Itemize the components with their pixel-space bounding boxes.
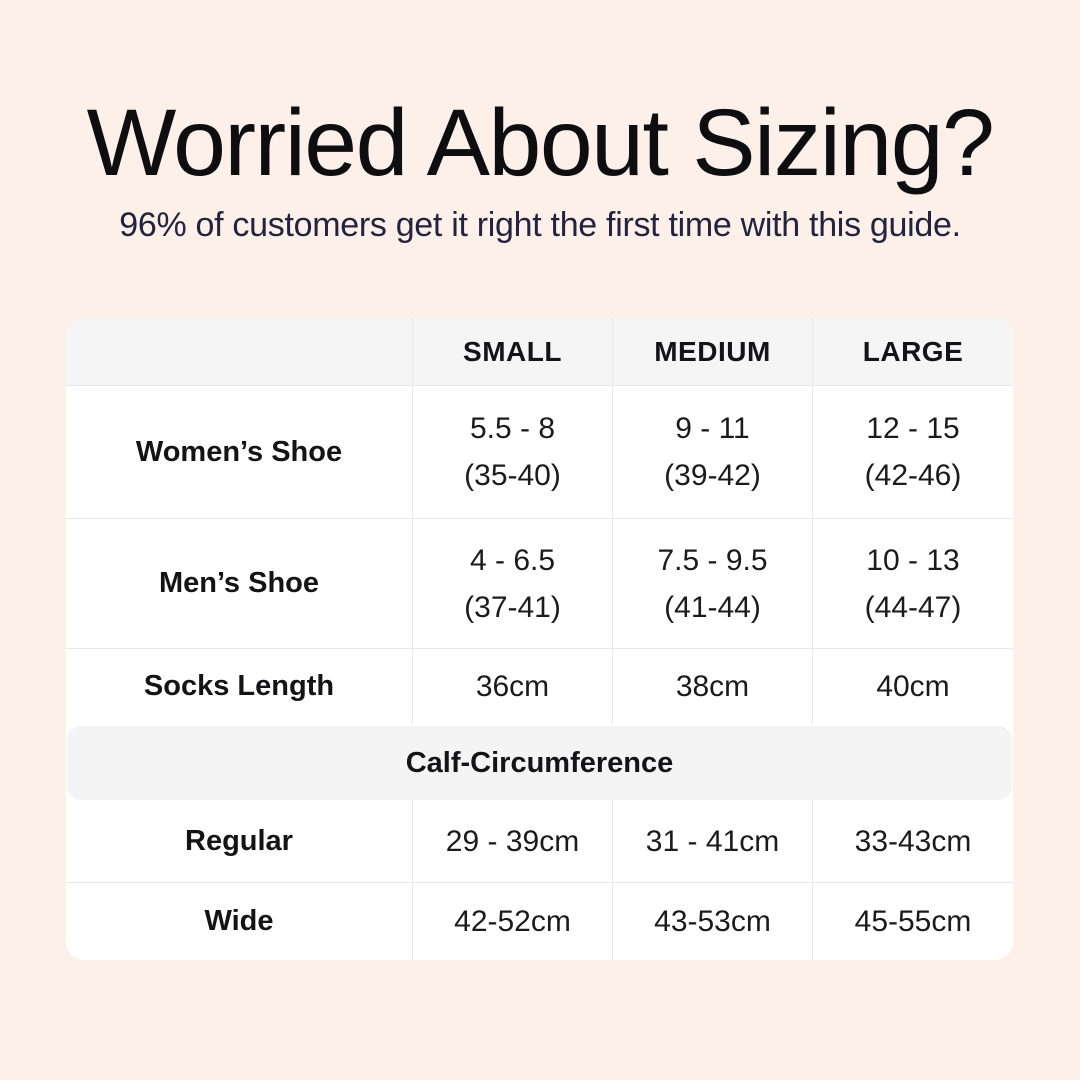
section-header-calf-circumference: Calf-Circumference xyxy=(67,726,1012,800)
cell-mens-small: 4 - 6.5 (37-41) xyxy=(412,519,612,648)
column-header-blank xyxy=(66,318,412,385)
cell-womens-medium: 9 - 11 (39-42) xyxy=(612,386,812,518)
cell-wide-medium: 43-53cm xyxy=(612,883,812,960)
cell-mens-large: 10 - 13 (44-47) xyxy=(812,519,1013,648)
table-row-socks-length: Socks Length 36cm 38cm 40cm xyxy=(66,648,1013,723)
table-row-regular: Regular 29 - 39cm 31 - 41cm 33-43cm xyxy=(66,800,1013,882)
row-label: Men’s Shoe xyxy=(158,567,320,599)
cell-line-eu: (42-46) xyxy=(864,459,962,492)
table-section-row: Calf-Circumference xyxy=(66,723,1013,800)
column-header-medium: MEDIUM xyxy=(612,318,812,385)
cell-womens-large: 12 - 15 (42-46) xyxy=(812,386,1013,518)
cell-wide-small: 42-52cm xyxy=(412,883,612,960)
cell-line-us: 5.5 - 8 xyxy=(469,412,556,445)
table-row-mens-shoe: Men’s Shoe 4 - 6.5 (37-41) 7.5 - 9.5 (41… xyxy=(66,518,1013,648)
column-header-small: SMALL xyxy=(412,318,612,385)
size-guide-table: SMALL MEDIUM LARGE Women’s Shoe 5.5 - 8 … xyxy=(66,318,1013,960)
table-row-womens-shoe: Women’s Shoe 5.5 - 8 (35-40) 9 - 11 (39-… xyxy=(66,385,1013,518)
cell-regular-large: 33-43cm xyxy=(812,800,1013,882)
row-label: Regular xyxy=(185,824,293,857)
cell-line-us: 7.5 - 9.5 xyxy=(657,543,768,577)
cell-socks-large: 40cm xyxy=(812,649,1013,723)
cell-line-us: 10 - 13 xyxy=(866,543,960,577)
page-title: Worried About Sizing? xyxy=(86,90,995,196)
cell-regular-medium: 31 - 41cm xyxy=(612,800,812,882)
cell-line-us: 9 - 11 xyxy=(675,412,750,445)
row-label: Socks Length xyxy=(143,669,335,702)
cell-line-eu: (41-44) xyxy=(664,590,761,624)
cell-line-eu: (44-47) xyxy=(864,590,962,624)
cell-line-us: 12 - 15 xyxy=(866,412,960,445)
table-row-wide: Wide 42-52cm 43-53cm 45-55cm xyxy=(66,882,1013,960)
cell-line-eu: (35-40) xyxy=(464,459,561,492)
row-label: Wide xyxy=(204,905,274,937)
page-subtitle: 96% of customers get it right the first … xyxy=(119,206,961,244)
table-header-row: SMALL MEDIUM LARGE xyxy=(66,318,1013,385)
cell-wide-large: 45-55cm xyxy=(812,883,1013,960)
cell-line-eu: (37-41) xyxy=(464,590,561,624)
cell-regular-small: 29 - 39cm xyxy=(412,800,612,882)
cell-line-us: 4 - 6.5 xyxy=(469,543,556,577)
row-label: Women’s Shoe xyxy=(135,435,343,468)
cell-mens-medium: 7.5 - 9.5 (41-44) xyxy=(612,519,812,648)
cell-womens-small: 5.5 - 8 (35-40) xyxy=(412,386,612,518)
cell-socks-small: 36cm xyxy=(412,649,612,723)
cell-socks-medium: 38cm xyxy=(612,649,812,723)
column-header-large: LARGE xyxy=(812,318,1013,385)
cell-line-eu: (39-42) xyxy=(664,459,761,492)
